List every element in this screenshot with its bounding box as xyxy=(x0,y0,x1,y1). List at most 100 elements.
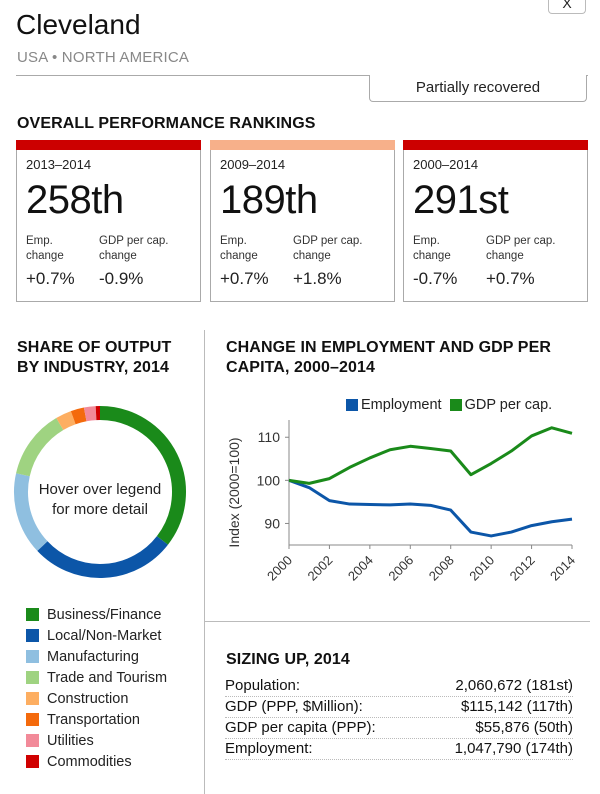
legend-item[interactable]: Utilities xyxy=(26,730,167,751)
y-tick-label: 110 xyxy=(258,429,281,445)
emp-change-label: Emp. change xyxy=(413,235,451,262)
legend-label: Utilities xyxy=(47,732,94,749)
legend-item[interactable]: Commodities xyxy=(26,751,167,772)
trend-line-chart: 90 100 110 2000 2002 2004 2006 2008 2010 2012 2014… xyxy=(226,420,578,584)
trend-legend-item: Employment xyxy=(346,397,442,413)
card-period: 2013–2014 xyxy=(26,157,92,172)
gdp-change-label: GDP per cap. change xyxy=(293,235,363,262)
x-tick-label: 2006 xyxy=(385,553,416,584)
gdp-change-label: GDP per cap. change xyxy=(486,235,556,262)
card-period: 2009–2014 xyxy=(220,157,286,172)
emp-change-value: +0.7% xyxy=(26,269,75,288)
emp-change-label: Emp. change xyxy=(220,235,258,262)
rankings-heading: OVERALL PERFORMANCE RANKINGS xyxy=(17,115,316,132)
share-heading: SHARE OF OUTPUT BY INDUSTRY, 2014 xyxy=(17,339,172,376)
legend-swatch xyxy=(26,629,39,642)
y-tick-label: 100 xyxy=(257,472,281,488)
gdp-change-value: -0.9% xyxy=(99,269,144,288)
sizing-row: GDP per capita (PPP): $55,876 (50th) xyxy=(225,718,573,739)
sizing-value: 1,047,790 (174th) xyxy=(454,740,573,757)
legend-label: GDP per cap. xyxy=(464,397,553,413)
card-rank: 291st xyxy=(413,178,509,222)
card-rank: 189th xyxy=(220,178,318,222)
legend-item[interactable]: Business/Finance xyxy=(26,604,167,625)
city-title: Cleveland xyxy=(16,9,141,40)
legend-swatch xyxy=(26,713,39,726)
legend-item[interactable]: Local/Non-Market xyxy=(26,625,167,646)
ranking-card: 2000–2014 291st Emp. change GDP per cap. c… xyxy=(403,140,588,302)
ranking-card: 2013–2014 258th Emp. change GDP per cap. c… xyxy=(16,140,201,302)
sizing-row: GDP (PPP, $Million): $115,142 (117th) xyxy=(225,697,573,718)
legend-item[interactable]: Manufacturing xyxy=(26,646,167,667)
sizing-label: Employment: xyxy=(225,740,313,757)
gdp-change-label: GDP per cap. change xyxy=(99,235,169,262)
legend-item[interactable]: Transportation xyxy=(26,709,167,730)
donut-slice-manufacturing xyxy=(14,473,48,551)
emp-change-label: Emp. change xyxy=(26,235,64,262)
column-divider xyxy=(204,330,205,794)
sizing-row: Employment: 1,047,790 (174th) xyxy=(225,739,573,760)
sizing-value: $55,876 (50th) xyxy=(475,719,573,736)
emp-change-value: +0.7% xyxy=(220,269,269,288)
y-axis-label: Index (2000=100) xyxy=(226,437,242,547)
legend-item[interactable]: Trade and Tourism xyxy=(26,667,167,688)
legend-label: Transportation xyxy=(47,711,140,728)
sizing-heading: SIZING UP, 2014 xyxy=(226,651,350,668)
trend-legend-item: GDP per cap. xyxy=(449,397,553,413)
sizing-label: GDP (PPP, $Million): xyxy=(225,698,363,715)
emp-change-value: -0.7% xyxy=(413,269,458,288)
section-divider xyxy=(204,621,590,622)
series-line-employment xyxy=(288,478,573,538)
legend-label: Commodities xyxy=(47,753,132,770)
donut-slice-local-non-market xyxy=(37,535,168,578)
x-tick-label: 2008 xyxy=(426,553,457,584)
trend-legend: Employment GDP per cap. xyxy=(346,397,560,413)
gdp-change-value: +1.8% xyxy=(293,269,342,288)
card-color-bar xyxy=(16,140,201,150)
legend-label: Trade and Tourism xyxy=(47,669,168,686)
legend-swatch xyxy=(26,671,39,684)
donut-hint: Hover over legend for more detail xyxy=(38,481,162,518)
sizing-label: Population: xyxy=(225,677,301,694)
ranking-card: 2009–2014 189th Emp. change GDP per cap. c… xyxy=(210,140,395,302)
legend-label: Manufacturing xyxy=(47,648,139,665)
industry-legend: Business/Finance Local/Non-Market Manufact… xyxy=(26,604,167,772)
x-tick-label: 2002 xyxy=(304,553,335,584)
card-color-bar xyxy=(210,140,395,150)
sizing-row: Population: 2,060,672 (181st) xyxy=(225,676,573,697)
gdp-change-value: +0.7% xyxy=(486,269,535,288)
legend-label: Local/Non-Market xyxy=(47,627,162,644)
sizing-value: 2,060,672 (181st) xyxy=(455,677,573,694)
sizing-value: $115,142 (117th) xyxy=(460,698,573,715)
legend-swatch xyxy=(26,650,39,663)
x-tick-label: 2004 xyxy=(345,553,376,584)
close-button[interactable]: X xyxy=(548,0,586,14)
donut-slice-transportation xyxy=(70,407,87,425)
donut-slice-construction xyxy=(56,411,76,431)
x-tick-label: 2000 xyxy=(264,553,295,584)
trend-heading: CHANGE IN EMPLOYMENT AND GDP PER CAPITA, … xyxy=(226,339,552,376)
legend-swatch xyxy=(26,755,39,768)
donut-slice-utilities xyxy=(83,406,97,422)
header-divider xyxy=(16,75,588,76)
x-tick-label: 2014 xyxy=(547,553,578,584)
legend-item[interactable]: Construction xyxy=(26,688,167,709)
legend-swatch xyxy=(26,692,39,705)
city-region: USA • NORTH AMERICA xyxy=(17,49,190,66)
donut-slice-business-finance xyxy=(99,406,186,545)
legend-swatch xyxy=(449,399,462,411)
legend-swatch xyxy=(346,399,358,411)
legend-swatch xyxy=(26,734,39,747)
card-rank: 258th xyxy=(26,178,124,222)
legend-label: Business/Finance xyxy=(47,606,162,623)
y-tick-label: 90 xyxy=(264,515,280,531)
x-tick-label: 2012 xyxy=(507,553,538,584)
x-tick-label: 2010 xyxy=(466,553,497,584)
donut-slice-trade-and-tourism xyxy=(16,417,64,477)
legend-label: Construction xyxy=(47,690,129,707)
recovery-status-badge: Partially recovered xyxy=(369,75,587,102)
legend-label: Employment xyxy=(361,397,442,413)
sizing-table: Population: 2,060,672 (181st) GDP (PPP, $… xyxy=(225,676,573,760)
legend-swatch xyxy=(26,608,39,621)
sizing-label: GDP per capita (PPP): xyxy=(225,719,376,736)
